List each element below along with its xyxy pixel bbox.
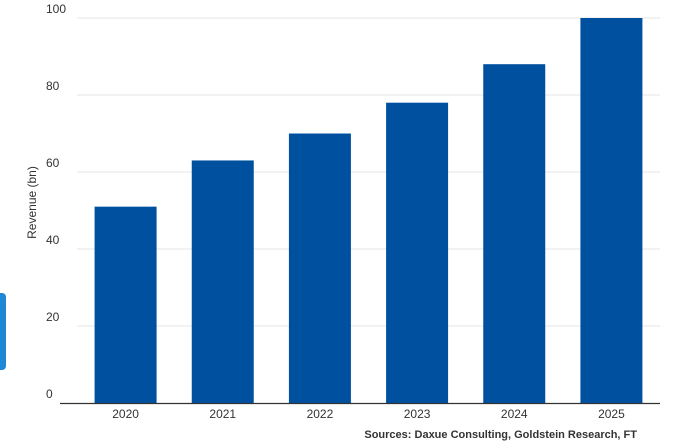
bar-2021[interactable] xyxy=(191,160,254,403)
y-axis-ticks: 0 20 40 60 80 100 xyxy=(46,2,66,401)
x-tick-label: 2025 xyxy=(598,407,625,421)
bar-2022[interactable] xyxy=(288,133,351,404)
y-tick-label: 100 xyxy=(46,2,66,16)
y-axis-label: Revenue (bn) xyxy=(25,166,39,239)
y-tick-label: 20 xyxy=(46,310,60,324)
x-axis-ticks: 2020 2021 2022 2023 2024 2025 xyxy=(112,407,625,421)
bar-2020[interactable] xyxy=(94,206,157,403)
y-tick-label: 40 xyxy=(46,233,60,247)
bar-2023[interactable] xyxy=(386,102,449,403)
x-tick-label: 2020 xyxy=(112,407,139,421)
bars xyxy=(94,18,643,404)
y-tick-label: 0 xyxy=(46,387,53,401)
x-tick-label: 2022 xyxy=(307,407,334,421)
x-tick-label: 2023 xyxy=(404,407,431,421)
y-tick-label: 60 xyxy=(46,156,60,170)
y-tick-label: 80 xyxy=(46,79,60,93)
x-tick-label: 2024 xyxy=(501,407,528,421)
bar-2025[interactable] xyxy=(580,18,643,403)
side-tab-handle[interactable] xyxy=(0,293,6,370)
source-note: Sources: Daxue Consulting, Goldstein Res… xyxy=(364,429,637,441)
bar-2024[interactable] xyxy=(483,64,546,403)
grid-lines xyxy=(77,17,660,327)
x-tick-label: 2021 xyxy=(209,407,236,421)
